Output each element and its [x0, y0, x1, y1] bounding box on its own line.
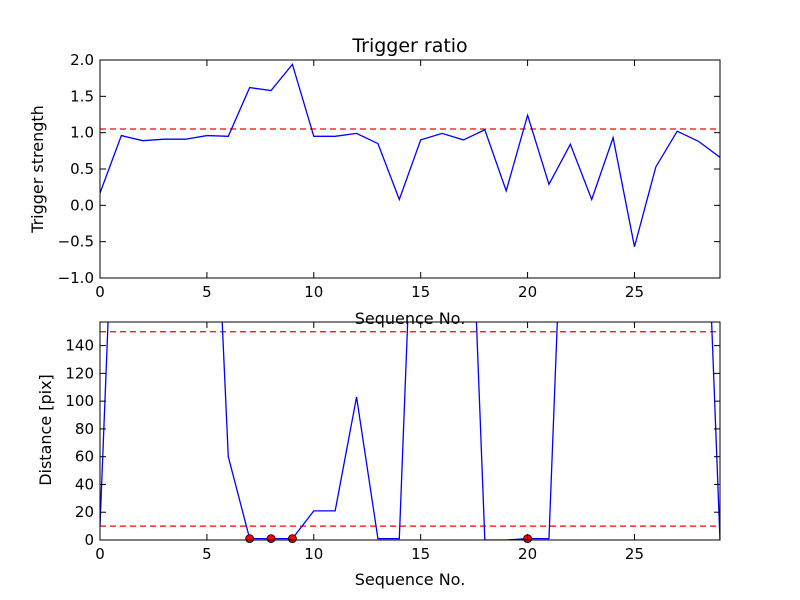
y-tick-label: 140 — [65, 337, 94, 355]
y-tick-label: 100 — [65, 392, 94, 410]
y-axis-label: Distance [pix] — [36, 374, 55, 486]
y-tick-label: 80 — [75, 420, 94, 438]
x-axis-label: Sequence No. — [355, 570, 466, 589]
x-tick-label: 5 — [202, 545, 212, 563]
x-tick-label: 25 — [625, 283, 644, 301]
x-tick-label: 20 — [518, 545, 537, 563]
y-tick-label: 40 — [75, 475, 94, 493]
series-line — [100, 62, 720, 247]
x-tick-label: 10 — [304, 283, 323, 301]
x-tick-label: 10 — [304, 545, 323, 563]
y-tick-label: 0.5 — [70, 160, 94, 178]
y-tick-label: 60 — [75, 448, 94, 466]
chart-title: Trigger ratio — [351, 35, 467, 57]
x-tick-label: 25 — [625, 545, 644, 563]
y-tick-label: 120 — [65, 364, 94, 382]
distance-panel: 0 5 10 15 20 25 0 20 40 60 80 100 120 140 Sequence No… — [36, 321, 721, 589]
x-tick-label: 15 — [411, 283, 430, 301]
data-point-marker — [288, 534, 297, 544]
y-tick-label: 0.0 — [70, 196, 94, 214]
x-tick-label: 0 — [95, 283, 105, 301]
y-tick-label: −1.0 — [58, 269, 94, 287]
y-tick-label: 2.0 — [70, 51, 94, 69]
y-axis-label: Trigger strength — [28, 105, 47, 234]
y-tick-label: 1.0 — [70, 124, 94, 142]
x-axis-label: Sequence No. — [355, 309, 466, 328]
y-tick-label: 20 — [75, 503, 94, 521]
x-tick-label: 5 — [202, 283, 212, 301]
x-tick-label: 15 — [411, 545, 430, 563]
plot-frame — [99, 321, 721, 541]
x-tick-label: 20 — [518, 283, 537, 301]
x-tick-label: 0 — [95, 545, 105, 563]
data-point-marker — [266, 534, 276, 544]
y-tick-label: 0 — [84, 531, 94, 549]
data-point-marker — [245, 534, 255, 544]
trigger-ratio-panel: Trigger ratio 0 5 10 15 20 25 −1.0 −0.5 0.0 0.5 1.… — [28, 35, 721, 328]
y-tick-label: −0.5 — [58, 233, 94, 251]
series-line — [100, 322, 720, 540]
y-tick-label: 1.5 — [70, 87, 94, 105]
